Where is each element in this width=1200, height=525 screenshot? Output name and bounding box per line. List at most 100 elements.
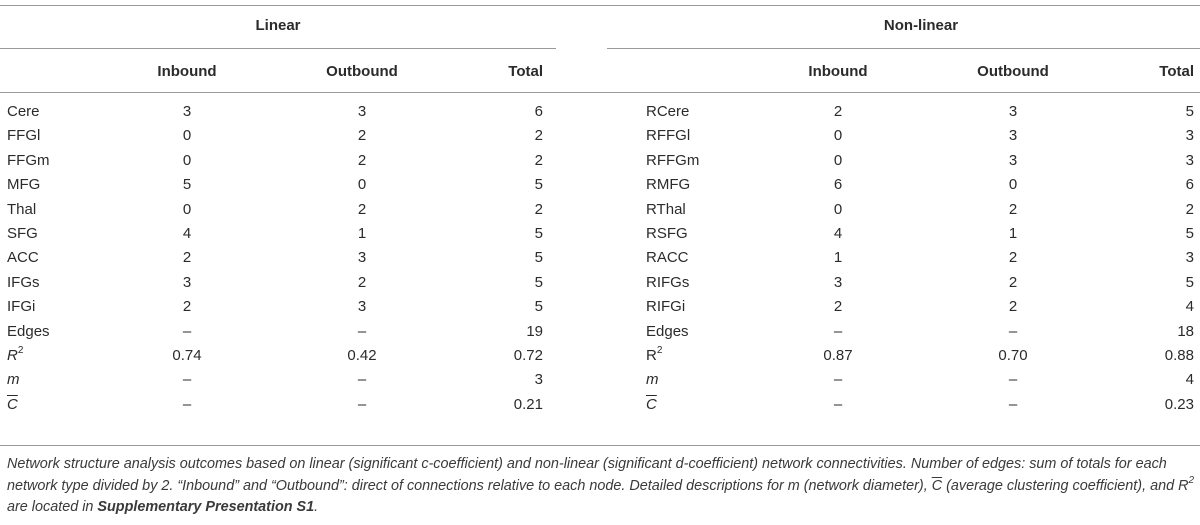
table-cell: 4 [1185, 298, 1194, 315]
table-cell: 5 [182, 176, 192, 193]
table-cell: 5 [1185, 274, 1194, 291]
table-cell: 6 [833, 176, 843, 193]
table-cell: 0 [182, 201, 192, 218]
table-cell: 0 [182, 152, 192, 169]
col-header-nonlinear-outbound: Outbound [977, 63, 1049, 80]
table-cell: 2 [534, 152, 543, 169]
col-header-linear-inbound: Inbound [157, 63, 217, 80]
table-cell: 3 [833, 274, 843, 291]
table-cell: 0.72 [513, 347, 543, 364]
table-cell: 5 [534, 249, 543, 266]
nonlinear-group-rule [607, 48, 1200, 49]
table-cell: – [1008, 371, 1018, 388]
caption-end: . [314, 499, 319, 515]
table-cell: 2 [534, 127, 543, 144]
table-caption: Network structure analysis outcomes base… [7, 454, 1197, 519]
linear-group-rule [0, 48, 556, 49]
table-cell: 3 [357, 103, 367, 120]
row-label: m [7, 371, 20, 388]
table-cell: 0.70 [998, 347, 1028, 364]
table-cell: 2 [833, 103, 843, 120]
table-cell: – [833, 323, 843, 340]
table-cell: 0 [833, 127, 843, 144]
table-cell: – [1008, 323, 1018, 340]
table-cell: 3 [182, 274, 192, 291]
header-rule [0, 92, 1200, 93]
table-cell: 3 [1185, 127, 1194, 144]
table-cell: 2 [357, 201, 367, 218]
table-cell: 2 [1008, 274, 1018, 291]
table-cell: 2 [1008, 249, 1018, 266]
table-cell: 2 [1008, 298, 1018, 315]
table-cell: 3 [534, 371, 543, 388]
table-cell: 3 [357, 298, 367, 315]
table-cell: 2 [182, 249, 192, 266]
table-cell: 2 [357, 274, 367, 291]
table-cell: – [1008, 396, 1018, 413]
table-cell: – [357, 371, 367, 388]
table-cell: 19 [526, 323, 543, 340]
table-cell: 0.88 [1164, 347, 1194, 364]
row-label: m [646, 371, 659, 388]
row-label: RFFGm [646, 152, 700, 169]
table-cell: 0 [833, 201, 843, 218]
col-header-nonlinear-total: Total [1159, 63, 1194, 80]
row-label: Edges [646, 323, 689, 340]
bottom-rule [0, 445, 1200, 446]
col-header-nonlinear-inbound: Inbound [808, 63, 868, 80]
table-cell: 5 [534, 298, 543, 315]
table-cell: 5 [1185, 103, 1194, 120]
row-label: IFGs [7, 274, 40, 291]
table-cell: 2 [1008, 201, 1018, 218]
row-label: RFFGl [646, 127, 691, 144]
row-label: C [7, 396, 18, 413]
top-rule [0, 5, 1200, 6]
table-cell: 6 [534, 103, 543, 120]
row-label: RACC [646, 249, 689, 266]
table-cell: 0 [182, 127, 192, 144]
table-cell: 5 [534, 225, 543, 242]
row-label: MFG [7, 176, 41, 193]
row-label: Cere [7, 103, 40, 120]
table-cell: 18 [1177, 323, 1194, 340]
table-cell: 0 [357, 176, 367, 193]
caption-text: Network structure analysis outcomes base… [7, 456, 1195, 515]
table-cell: 3 [1185, 249, 1194, 266]
table-cell: – [182, 371, 192, 388]
table-cell: 0.23 [1164, 396, 1194, 413]
row-label: R2 [7, 345, 24, 365]
table-cell: 2 [833, 298, 843, 315]
row-label: RThal [646, 201, 686, 218]
row-label: RIFGi [646, 298, 686, 315]
superscript: 2 [656, 345, 663, 356]
table-cell: 2 [534, 201, 543, 218]
table-cell: – [182, 323, 192, 340]
table-cell: 3 [1185, 152, 1194, 169]
table-cell: – [182, 396, 192, 413]
row-label: FFGl [7, 127, 41, 144]
table-cell: 2 [357, 127, 367, 144]
table-cell: 0.87 [823, 347, 853, 364]
row-label: RCere [646, 103, 690, 120]
row-label: R2 [646, 345, 663, 365]
table-cell: 0.21 [513, 396, 543, 413]
table-cell: – [357, 323, 367, 340]
table-cell: 4 [833, 225, 843, 242]
caption-supplement-link: Supplementary Presentation S1 [97, 499, 315, 515]
table-cell: 0.42 [347, 347, 377, 364]
table-cell: 1 [1008, 225, 1018, 242]
row-label: RMFG [646, 176, 691, 193]
table-cell: 5 [534, 176, 543, 193]
table-cell: 3 [1008, 152, 1018, 169]
superscript: 2 [17, 345, 24, 356]
table-cell: 6 [1185, 176, 1194, 193]
table-cell: – [833, 396, 843, 413]
row-label: C [646, 396, 657, 413]
row-label: RIFGs [646, 274, 690, 291]
row-label: FFGm [7, 152, 50, 169]
table-cell: 5 [1185, 225, 1194, 242]
table-cell: 3 [1008, 103, 1018, 120]
col-header-linear-total: Total [508, 63, 543, 80]
row-label: SFG [7, 225, 38, 242]
table-cell: 2 [357, 152, 367, 169]
